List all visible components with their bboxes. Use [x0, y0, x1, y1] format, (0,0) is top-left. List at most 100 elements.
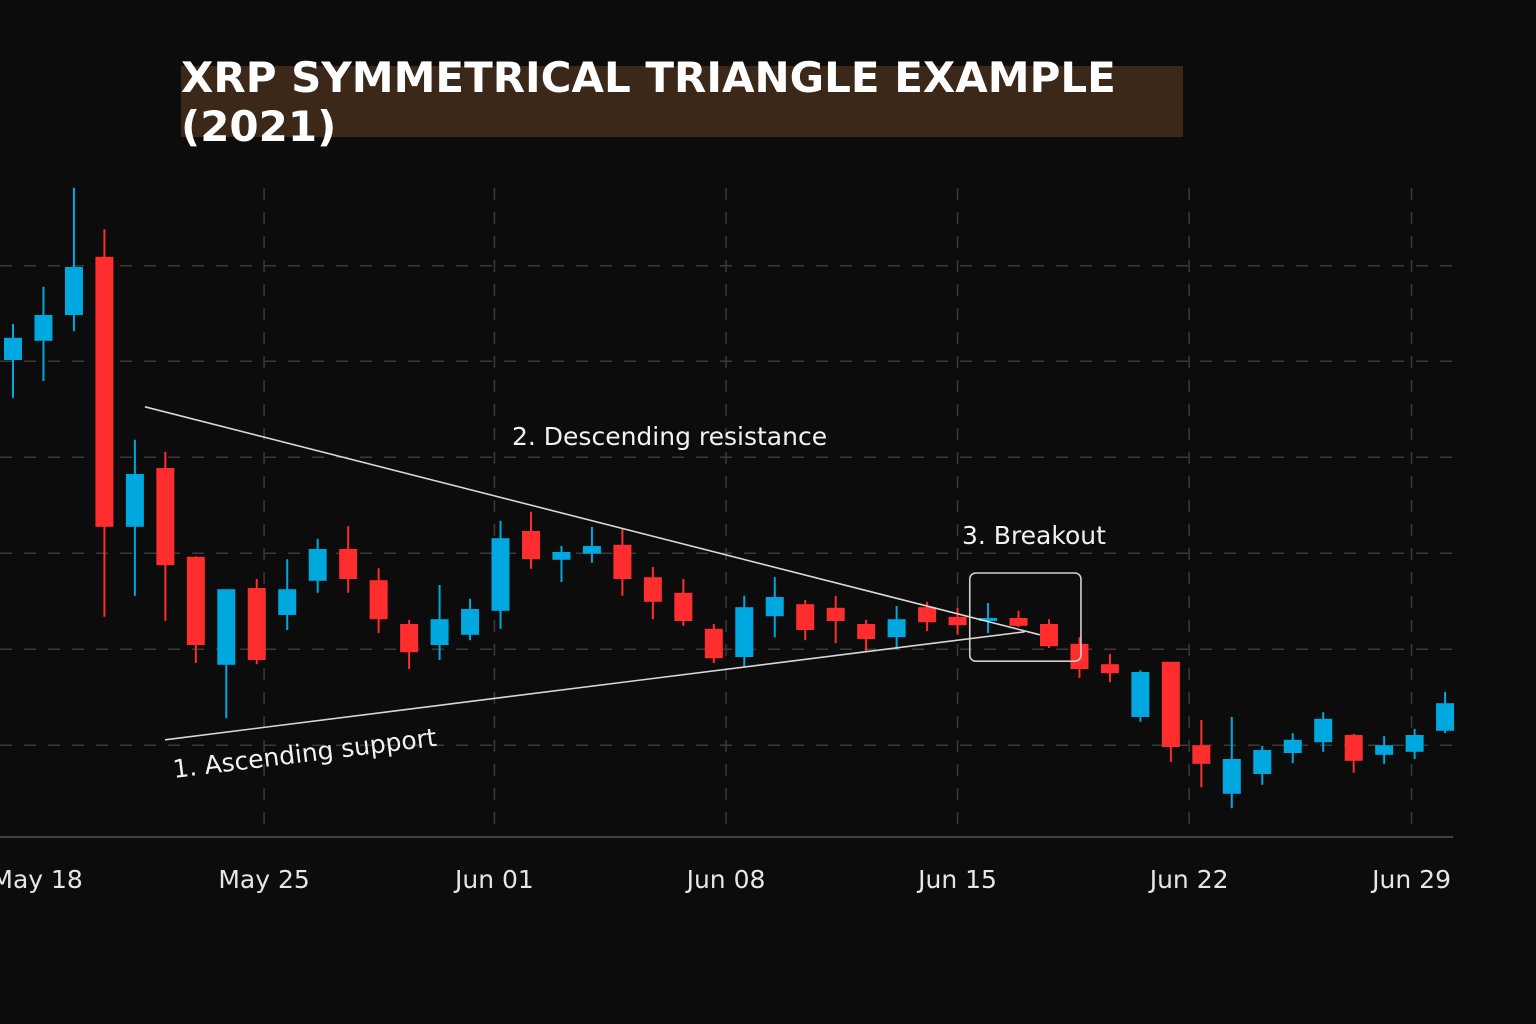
candle-up — [4, 324, 22, 398]
trendlines — [144, 406, 1082, 741]
candle-body — [400, 624, 419, 653]
x-tick-label: Jun 08 — [685, 865, 766, 894]
candle-body — [1192, 745, 1211, 764]
candle-up — [887, 606, 906, 650]
candle-body — [461, 609, 480, 635]
x-tick-label: Jun 15 — [916, 865, 997, 894]
candle-up — [765, 577, 784, 638]
resistance-trendline — [144, 406, 1041, 636]
candle-up — [1131, 670, 1150, 722]
candle-up — [552, 546, 571, 582]
candle-body — [1039, 624, 1058, 647]
candle-down — [1100, 654, 1119, 683]
candle-down — [643, 567, 662, 620]
candle-body — [1131, 672, 1150, 717]
candle-down — [796, 600, 815, 641]
candle-body — [1405, 735, 1424, 752]
candle-up — [735, 595, 754, 668]
candle-body — [217, 589, 236, 665]
candle-down — [1344, 733, 1363, 773]
candle-body — [796, 604, 815, 630]
candle-up — [64, 187, 83, 332]
candle-body — [1222, 759, 1241, 794]
candle-body — [95, 256, 114, 527]
candle-up — [308, 538, 327, 593]
candle-body — [247, 588, 266, 660]
candle-down — [704, 624, 723, 663]
candle-body — [369, 580, 388, 620]
candle-up — [430, 585, 449, 660]
candle-body — [613, 544, 632, 579]
candle-down — [1070, 637, 1089, 678]
chart-title: XRP SYMMETRICAL TRIANGLE EXAMPLE (2021) — [181, 52, 1116, 151]
candle-up — [1405, 729, 1424, 759]
annotation-breakout: 3. Breakout — [962, 521, 1106, 550]
candle-up — [979, 603, 998, 633]
candle-up — [582, 526, 601, 563]
candle-down — [674, 579, 693, 626]
candle-down — [826, 595, 845, 644]
candle-body — [643, 577, 662, 602]
candle-body — [186, 556, 205, 645]
candle-up — [1436, 691, 1455, 734]
candle-body — [1375, 745, 1394, 755]
x-tick-label: Jun 29 — [1370, 865, 1451, 894]
candle-down — [186, 556, 205, 663]
candle-up — [1222, 717, 1241, 809]
candle-up — [1314, 712, 1333, 752]
candle-body — [1283, 739, 1302, 753]
candle-body — [125, 474, 144, 527]
annotation-resistance: 2. Descending resistance — [512, 422, 827, 451]
candle-body — [1009, 618, 1028, 626]
candle-body — [4, 337, 22, 360]
candle-up — [125, 439, 144, 596]
candle-body — [34, 315, 53, 341]
x-tick-label: Jun 22 — [1148, 865, 1229, 894]
x-tick-label: May 25 — [218, 865, 309, 894]
breakout-box — [968, 572, 1082, 662]
candle-body — [1436, 703, 1455, 731]
candle-down — [857, 619, 876, 651]
candle-up — [461, 598, 480, 641]
candle-down — [948, 607, 967, 635]
candle-down — [369, 568, 388, 633]
candle-down — [1161, 661, 1180, 762]
candle-up — [1253, 745, 1272, 785]
candle-body — [430, 619, 449, 645]
candle-body — [887, 619, 906, 638]
x-tick-label: May 18 — [0, 865, 83, 894]
support-trendline — [164, 631, 1025, 741]
candle-body — [491, 538, 510, 611]
candles — [4, 187, 1455, 809]
candle-body — [308, 549, 327, 581]
candle-body — [735, 607, 754, 657]
candle-up — [1283, 733, 1302, 764]
x-axis-ticks: May 18 May 25 Jun 01 Jun 08 Jun 15 Jun 22 Jun … — [0, 865, 1451, 894]
candle-down — [613, 529, 632, 596]
candle-body — [1161, 661, 1180, 747]
candle-body — [64, 267, 83, 315]
candle-up — [1375, 736, 1394, 764]
x-tick-label: Jun 01 — [453, 865, 534, 894]
candle-body — [765, 597, 784, 617]
candle-down — [1039, 619, 1058, 648]
candle-down — [339, 526, 358, 593]
candle-down — [95, 229, 114, 617]
candle-body — [918, 607, 937, 623]
candle-up — [491, 520, 510, 629]
grid-lines — [0, 188, 1453, 830]
candle-body — [1253, 750, 1272, 774]
candle-body — [674, 592, 693, 621]
candle-down — [521, 511, 540, 569]
candle-body — [1100, 664, 1119, 674]
candle-body — [582, 546, 601, 554]
candle-down — [1192, 720, 1211, 788]
candle-down — [247, 579, 266, 665]
candle-body — [979, 618, 998, 621]
candle-down — [156, 451, 175, 621]
candle-body — [948, 616, 967, 626]
candle-body — [704, 628, 723, 659]
candle-down — [1009, 610, 1028, 627]
